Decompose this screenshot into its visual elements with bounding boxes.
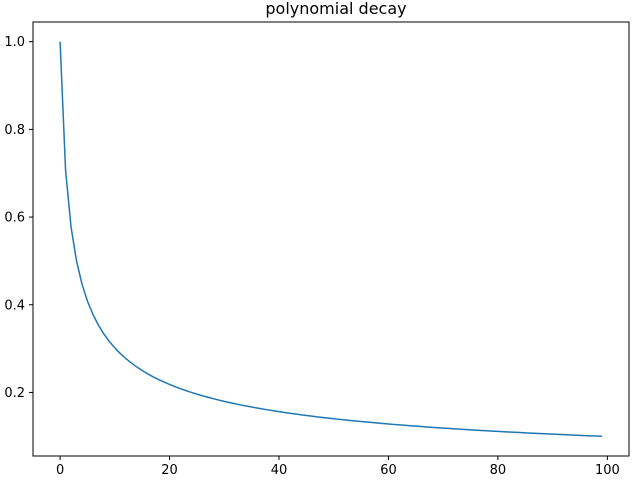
- y-tick-label: 1.0: [4, 35, 25, 50]
- y-tick-label: 0.6: [4, 211, 25, 226]
- series-line: [59, 41, 602, 438]
- y-tick-label: 0.4: [4, 298, 25, 313]
- plot-frame: [32, 21, 630, 457]
- x-tick-label: 60: [380, 463, 397, 478]
- y-tick-label: 0.8: [4, 123, 25, 138]
- y-tick-label: 0.2: [4, 386, 25, 401]
- x-tick-label: 0: [56, 463, 64, 478]
- chart-title: polynomial decay: [265, 0, 406, 18]
- x-tick-label: 20: [161, 463, 178, 478]
- x-tick-label: 40: [271, 463, 288, 478]
- x-tick-label: 80: [490, 463, 507, 478]
- x-tick-label: 100: [595, 463, 620, 478]
